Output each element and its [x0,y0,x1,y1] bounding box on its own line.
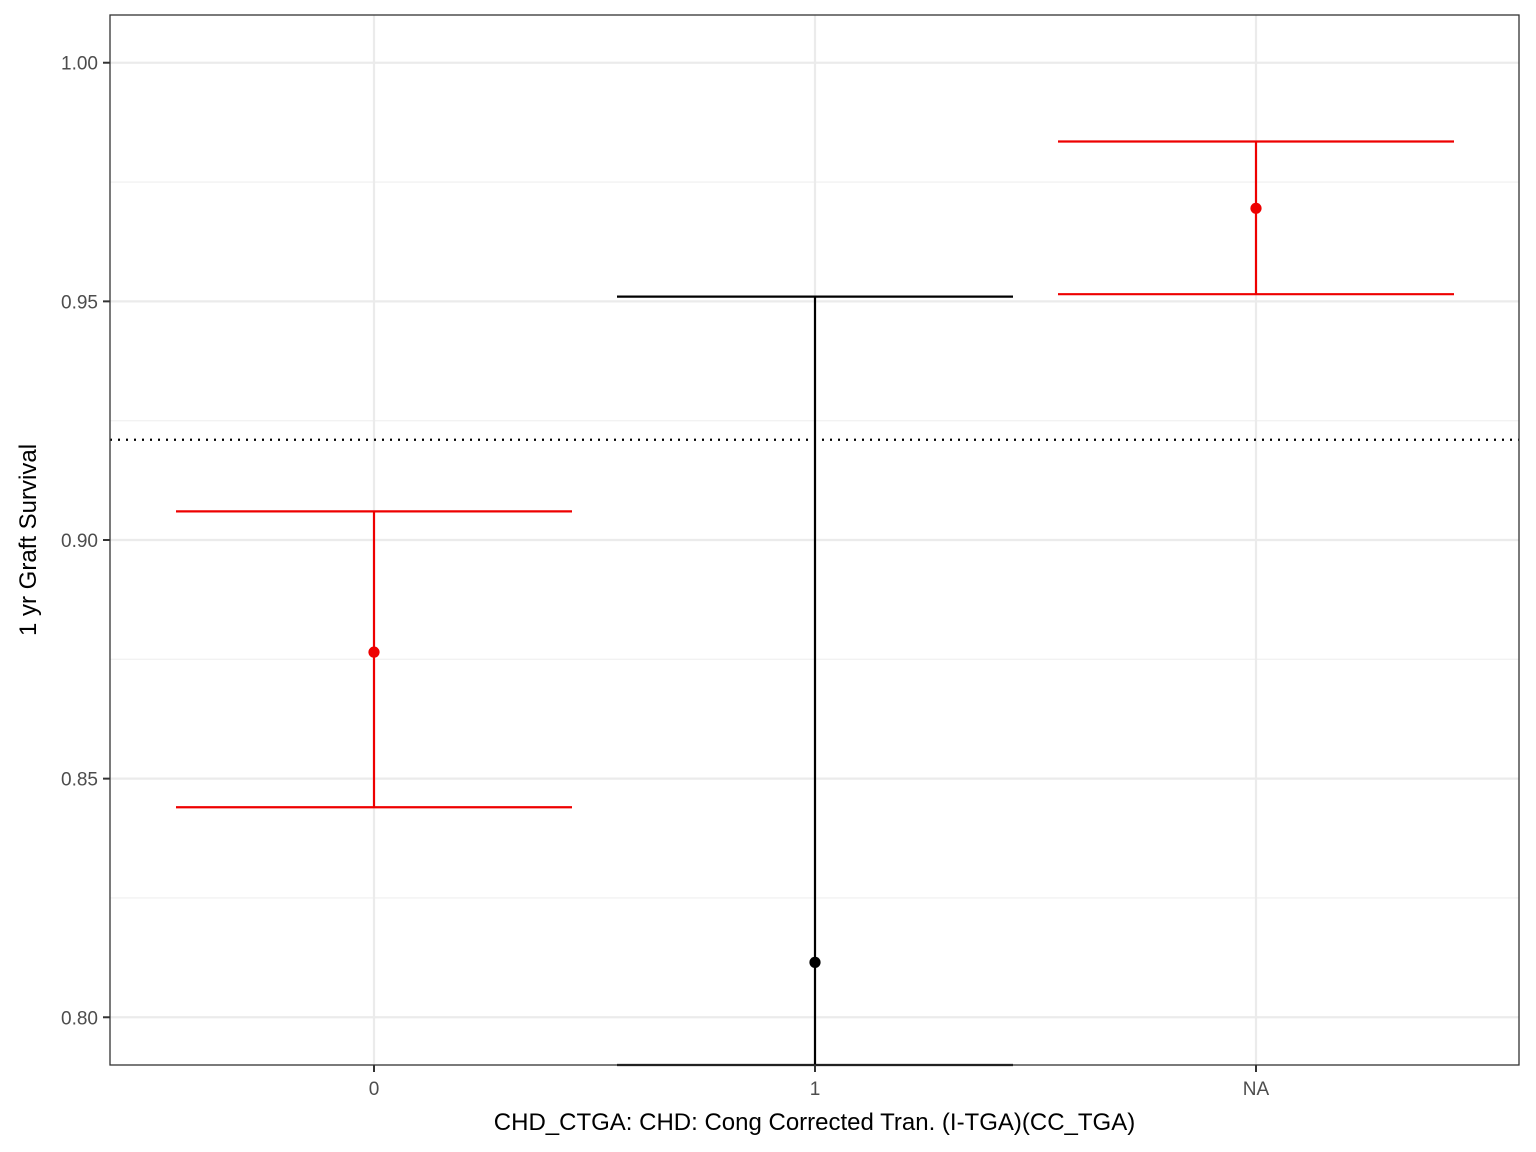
marks [176,140,1454,1067]
data-point-NA [1250,202,1262,214]
y-tick-label: 0.90 [61,531,98,552]
x-axis-title: CHD_CTGA: CHD: Cong Corrected Tran. (I-T… [494,1109,1135,1136]
y-tick-label: 0.95 [61,292,98,313]
errorbar-NA [1058,140,1454,296]
errorbar-0 [176,510,572,809]
y-axis-title: 1 yr Graft Survival [15,444,42,636]
x-tick-label: 0 [369,1079,380,1100]
y-tick-label: 0.85 [61,770,98,791]
axes: 0.80 0.85 0.90 0.95 1.00 0 1 NA [61,54,1270,1100]
x-tick-label: 1 [810,1079,821,1100]
x-tick-label: NA [1243,1079,1270,1100]
data-point-0 [368,646,380,658]
y-tick-label: 0.80 [61,1008,98,1029]
y-tick-label: 1.00 [61,54,98,75]
data-point-1 [809,956,821,968]
